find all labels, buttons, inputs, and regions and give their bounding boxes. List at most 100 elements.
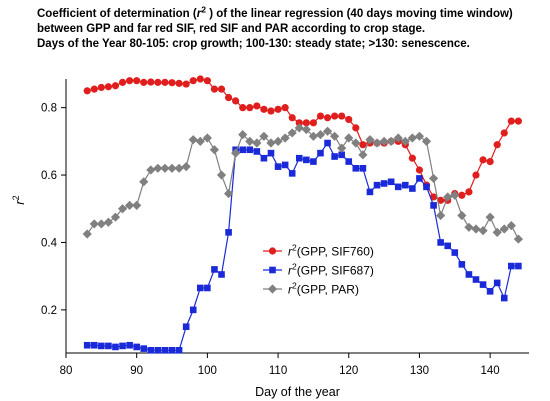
data-point-gpp-sif687-27 bbox=[274, 163, 282, 170]
legend: r2(GPP, SIF760)r2(GPP, SIF687)r2(GPP, PA… bbox=[263, 243, 374, 297]
axes: 80 90 100 110 120 130 140 0.2 0.4 0.6 0.8 Day of th… bbox=[11, 79, 529, 399]
data-point-gpp-sif760-31 bbox=[302, 119, 310, 127]
data-point-gpp-sif760-60 bbox=[507, 117, 515, 125]
data-point-gpp-sif687-34 bbox=[324, 139, 331, 147]
legend-item-gpp-sif687: r2(GPP, SIF687) bbox=[263, 262, 374, 278]
data-point-gpp-sif760-46 bbox=[408, 154, 416, 162]
data-point-gpp-sif687-50 bbox=[437, 239, 444, 246]
data-point-gpp-sif687-49 bbox=[430, 202, 437, 209]
data-point-gpp-sif687-53 bbox=[458, 261, 466, 268]
data-point-gpp-par-41 bbox=[372, 138, 382, 148]
data-point-gpp-sif687-13 bbox=[175, 347, 183, 354]
data-point-gpp-par-39 bbox=[358, 150, 368, 160]
data-point-gpp-sif687-56 bbox=[479, 281, 487, 288]
title-r-superscript: 2 bbox=[201, 4, 207, 15]
data-point-gpp-par-46 bbox=[407, 133, 417, 143]
data-point-gpp-par-0 bbox=[82, 229, 92, 239]
data-point-gpp-sif687-26 bbox=[267, 149, 275, 157]
data-point-gpp-sif760-4 bbox=[111, 82, 120, 90]
data-point-gpp-sif687-59 bbox=[500, 294, 508, 302]
legend-label-superscript: 2 bbox=[292, 281, 297, 291]
data-point-gpp-sif687-46 bbox=[409, 185, 416, 192]
data-point-gpp-par-24 bbox=[252, 138, 262, 148]
data-point-gpp-par-10 bbox=[153, 163, 163, 173]
data-point-gpp-sif760-17 bbox=[203, 77, 211, 85]
data-point-gpp-sif687-43 bbox=[387, 178, 395, 186]
data-point-gpp-sif687-33 bbox=[317, 149, 324, 157]
data-point-gpp-sif687-54 bbox=[465, 271, 473, 278]
legend-label-text: (GPP, SIF760) bbox=[297, 245, 374, 259]
data-point-gpp-sif687-38 bbox=[352, 165, 360, 172]
data-point-gpp-sif687-22 bbox=[239, 146, 247, 154]
title-line-1-suffix: ) of the linear regression (40 days movi… bbox=[206, 8, 513, 20]
y-tick-label: 0.6 bbox=[41, 170, 57, 182]
legend-label-gpp-sif760: r2(GPP, SIF760) bbox=[288, 243, 374, 259]
series-line-gpp-sif760 bbox=[87, 78, 519, 201]
data-point-gpp-sif760-58 bbox=[493, 141, 501, 149]
data-point-gpp-sif687-20 bbox=[225, 229, 232, 236]
series-gpp-par bbox=[82, 123, 523, 244]
y-axis-label-symbol: r bbox=[12, 200, 27, 205]
legend-label-text: (GPP, SIF687) bbox=[297, 264, 374, 278]
data-point-gpp-sif687-29 bbox=[288, 170, 296, 177]
data-point-gpp-sif687-8 bbox=[140, 345, 148, 352]
x-tick-label: 130 bbox=[410, 365, 429, 377]
legend-swatch-marker bbox=[267, 284, 278, 294]
data-point-gpp-par-26 bbox=[266, 138, 276, 148]
x-tick-label: 120 bbox=[339, 365, 358, 377]
data-point-gpp-sif760-49 bbox=[429, 193, 438, 201]
data-point-gpp-par-48 bbox=[421, 136, 432, 146]
data-point-gpp-sif760-28 bbox=[281, 104, 289, 112]
data-point-gpp-par-15 bbox=[188, 135, 198, 145]
legend-label-superscript: 2 bbox=[292, 243, 297, 253]
data-point-gpp-sif687-58 bbox=[493, 279, 501, 287]
data-point-gpp-sif687-55 bbox=[472, 276, 480, 283]
data-point-gpp-sif687-31 bbox=[303, 156, 310, 164]
data-point-gpp-sif687-45 bbox=[401, 181, 409, 189]
legend-item-gpp-sif760: r2(GPP, SIF760) bbox=[263, 243, 374, 259]
data-point-gpp-sif687-5 bbox=[119, 342, 126, 350]
data-point-gpp-sif687-44 bbox=[394, 183, 402, 191]
title-line-1-prefix: Coefficient of determination ( bbox=[37, 8, 197, 20]
data-point-gpp-sif687-28 bbox=[281, 161, 289, 169]
data-point-gpp-par-3 bbox=[103, 217, 114, 227]
series-gpp-sif760 bbox=[83, 75, 522, 204]
data-point-gpp-par-6 bbox=[125, 200, 135, 210]
x-tick-label: 110 bbox=[269, 365, 287, 377]
data-point-gpp-sif760-11 bbox=[161, 78, 169, 86]
data-point-gpp-sif687-32 bbox=[310, 158, 317, 165]
data-point-gpp-par-1 bbox=[89, 219, 99, 229]
data-point-gpp-par-44 bbox=[393, 133, 403, 143]
data-point-gpp-sif760-18 bbox=[210, 85, 219, 93]
data-point-gpp-par-25 bbox=[259, 131, 269, 141]
data-point-gpp-sif760-21 bbox=[232, 97, 240, 105]
data-point-gpp-par-32 bbox=[308, 131, 319, 141]
data-point-gpp-sif687-30 bbox=[295, 154, 303, 162]
data-point-gpp-par-30 bbox=[294, 123, 304, 133]
y-axis-label: r2 bbox=[11, 195, 27, 204]
data-point-gpp-sif687-10 bbox=[154, 347, 162, 354]
data-point-gpp-par-18 bbox=[209, 145, 220, 155]
data-point-gpp-sif687-19 bbox=[218, 271, 225, 278]
data-point-gpp-par-54 bbox=[464, 222, 474, 232]
data-point-gpp-sif760-32 bbox=[309, 119, 318, 127]
title-r-symbol: r bbox=[196, 8, 202, 20]
data-point-gpp-par-36 bbox=[337, 143, 347, 153]
legend-label-symbol: r bbox=[288, 245, 293, 259]
title-line-3: Days of the Year 80-105: crop growth; 10… bbox=[37, 38, 470, 50]
data-point-gpp-sif760-56 bbox=[479, 156, 487, 164]
data-point-gpp-par-22 bbox=[238, 130, 248, 140]
data-point-gpp-sif760-6 bbox=[126, 77, 134, 85]
data-point-gpp-sif687-12 bbox=[168, 347, 176, 354]
x-tick-label: 90 bbox=[130, 365, 143, 377]
data-point-gpp-sif760-8 bbox=[140, 78, 148, 86]
data-point-gpp-sif687-9 bbox=[147, 347, 155, 354]
data-point-gpp-sif760-12 bbox=[168, 79, 176, 87]
data-series bbox=[82, 75, 523, 354]
data-point-gpp-par-35 bbox=[330, 131, 340, 141]
x-tick-label: 80 bbox=[60, 365, 73, 377]
data-point-gpp-par-33 bbox=[315, 130, 326, 140]
data-point-gpp-par-47 bbox=[414, 131, 425, 141]
